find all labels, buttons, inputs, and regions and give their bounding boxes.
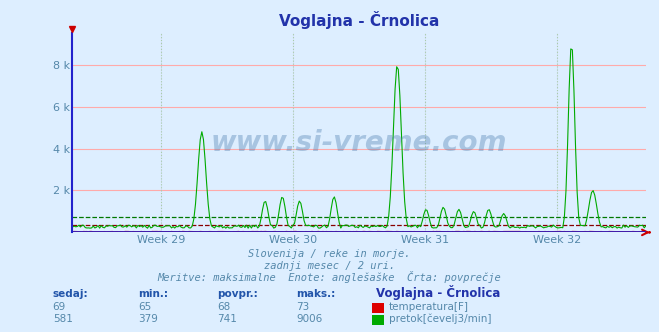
Text: 379: 379 <box>138 314 158 324</box>
Text: 9006: 9006 <box>297 314 323 324</box>
Text: 581: 581 <box>53 314 72 324</box>
Text: Slovenija / reke in morje.: Slovenija / reke in morje. <box>248 249 411 259</box>
Text: maks.:: maks.: <box>297 289 336 299</box>
Text: 68: 68 <box>217 302 231 312</box>
Text: povpr.:: povpr.: <box>217 289 258 299</box>
Text: www.si-vreme.com: www.si-vreme.com <box>211 129 507 157</box>
Text: 73: 73 <box>297 302 310 312</box>
Text: min.:: min.: <box>138 289 169 299</box>
Text: Meritve: maksimalne  Enote: anglešaške  Črta: povprečje: Meritve: maksimalne Enote: anglešaške Čr… <box>158 271 501 283</box>
Text: 65: 65 <box>138 302 152 312</box>
Text: 741: 741 <box>217 314 237 324</box>
Text: zadnji mesec / 2 uri.: zadnji mesec / 2 uri. <box>264 261 395 271</box>
Text: Voglajna - Črnolica: Voglajna - Črnolica <box>376 285 500 300</box>
Title: Voglajna - Črnolica: Voglajna - Črnolica <box>279 11 440 29</box>
Text: 69: 69 <box>53 302 66 312</box>
Text: temperatura[F]: temperatura[F] <box>389 302 469 312</box>
Text: sedaj:: sedaj: <box>53 289 88 299</box>
Text: pretok[čevelj3/min]: pretok[čevelj3/min] <box>389 313 492 324</box>
